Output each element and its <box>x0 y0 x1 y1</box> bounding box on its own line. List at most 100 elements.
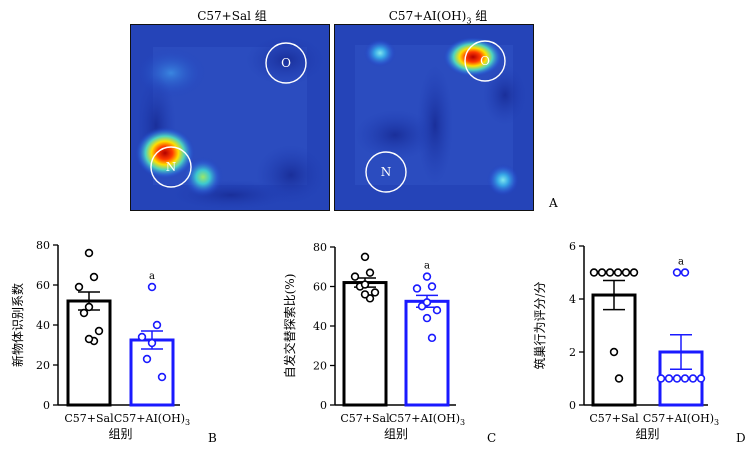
x-tick-label-main-b-1: C57+AI(OH) <box>114 412 185 425</box>
panel-letter-d: D <box>736 431 746 445</box>
y-tick-label-c-4: 80 <box>313 241 327 254</box>
data-point-c-1 <box>427 333 437 343</box>
y-tick-label-b-0: 0 <box>43 399 50 412</box>
data-point-b-0 <box>89 272 99 282</box>
data-point-c-1 <box>427 282 437 291</box>
y-tick-label-d-0: 0 <box>569 399 576 412</box>
x-tick-label-main-b-0: C57+Sal <box>64 412 114 425</box>
y-tick-label-b-3: 60 <box>36 279 50 292</box>
x-axis-label-c: 组别 <box>384 427 408 441</box>
data-point-b-0 <box>84 302 94 312</box>
chart-d: 0 2 4 6 筑巢行为评分/分 C57+Sal C57+AI(OH)3 a 组别 <box>532 240 719 441</box>
y-axis-label-c: 自发交替探索比(%) <box>282 274 297 379</box>
x-tick-label-sub-c-1: 3 <box>460 418 465 427</box>
y-tick-label-d-3: 6 <box>569 240 576 253</box>
heatmap-title-aloh-suffix: 组 <box>471 9 488 23</box>
y-axis-label-d: 筑巢行为评分/分 <box>532 281 547 369</box>
x-tick-label-b-0: C57+Sal <box>64 412 114 425</box>
data-point-d-0 <box>597 268 607 277</box>
heatmap-sal: O N <box>130 24 330 211</box>
data-point-d-1 <box>680 374 690 383</box>
y-tick-label-c-2: 40 <box>313 320 327 333</box>
data-point-d-1 <box>672 268 682 277</box>
significance-mark-c: a <box>424 261 430 272</box>
data-point-b-0 <box>79 308 89 318</box>
data-point-d-1 <box>696 374 706 383</box>
significance-mark-b: a <box>149 271 155 282</box>
data-point-d-0 <box>605 268 615 277</box>
y-tick-label-c-3: 60 <box>313 281 327 294</box>
y-tick-label-b-1: 20 <box>36 359 50 372</box>
data-point-d-0 <box>609 347 619 357</box>
x-tick-label-main-c-1: C57+AI(OH) <box>389 412 460 425</box>
data-point-d-0 <box>621 268 631 277</box>
heatmap-title-sal: C57+Sal 组 <box>197 9 267 23</box>
data-point-c-1 <box>422 313 432 323</box>
chart-b: 0 20 40 60 80 新物体识别系数 C57+Sal C57+AI(OH)3 a 组别 <box>10 239 190 441</box>
x-tick-label-c-1: C57+AI(OH)3 <box>389 412 465 427</box>
chart-c: 0 20 40 60 80 自发交替探索比(%) C57+Sal C57+AI(OH)3 a 组别 <box>282 241 465 441</box>
data-point-c-0 <box>350 272 360 281</box>
data-point-c-0 <box>365 268 375 277</box>
data-point-d-0 <box>629 268 639 277</box>
x-tick-label-sub-d-1: 3 <box>714 418 719 427</box>
y-tick-label-c-0: 0 <box>320 399 327 412</box>
zone-label-n-sal: N <box>166 160 177 174</box>
zone-label-o-sal: O <box>281 56 291 70</box>
data-point-c-0 <box>360 252 370 262</box>
data-point-b-1 <box>142 354 152 364</box>
data-point-c-1 <box>432 305 442 315</box>
x-axis-label-b: 组别 <box>108 427 132 441</box>
data-point-d-1 <box>656 374 666 383</box>
bar-d-0 <box>591 293 637 407</box>
x-tick-label-d-1: C57+AI(OH)3 <box>643 412 719 427</box>
data-point-d-1 <box>664 374 674 383</box>
data-point-c-1 <box>412 284 422 293</box>
panel-letter-b: B <box>208 431 217 445</box>
y-tick-label-c-1: 20 <box>313 360 327 373</box>
bar-b-0 <box>66 299 112 407</box>
data-point-c-1 <box>422 298 432 307</box>
panel-letter-a: A <box>549 196 558 210</box>
data-point-b-0 <box>84 334 94 344</box>
x-tick-label-sub-b-1: 3 <box>185 418 190 427</box>
data-point-c-0 <box>370 288 380 297</box>
x-tick-label-c-0: C57+Sal <box>340 412 390 425</box>
zone-label-n-aloh: N <box>381 165 392 179</box>
data-point-d-0 <box>614 374 624 383</box>
data-point-b-0 <box>94 326 104 336</box>
data-point-d-1 <box>688 374 698 383</box>
zone-label-o-aloh: O <box>480 54 490 68</box>
heatmap-title-aloh-main: C57+AI(OH) <box>388 9 467 23</box>
bar-c-0 <box>342 281 388 407</box>
data-point-b-1 <box>147 282 157 292</box>
data-point-b-1 <box>157 372 167 382</box>
y-tick-label-b-4: 80 <box>36 239 50 252</box>
y-tick-label-b-2: 40 <box>36 319 50 332</box>
x-tick-label-main-c-0: C57+Sal <box>340 412 390 425</box>
data-point-d-0 <box>613 268 623 277</box>
data-point-b-0 <box>84 248 94 258</box>
x-axis-label-d: 组别 <box>635 427 659 441</box>
data-point-d-1 <box>672 374 682 383</box>
data-point-b-1 <box>147 338 157 348</box>
y-tick-label-d-2: 4 <box>569 293 576 306</box>
y-axis-label-b: 新物体识别系数 <box>10 283 25 367</box>
x-tick-label-d-0: C57+Sal <box>589 412 639 425</box>
x-tick-label-main-d-0: C57+Sal <box>589 412 639 425</box>
data-point-c-0 <box>360 280 370 289</box>
heatmap-title-aloh: C57+AI(OH)3 组 <box>368 7 508 25</box>
data-point-d-0 <box>589 268 599 277</box>
x-tick-label-b-1: C57+AI(OH)3 <box>114 412 190 427</box>
significance-mark-d: a <box>678 257 684 268</box>
y-tick-label-d-1: 2 <box>569 346 576 359</box>
heatmap-aloh: O N <box>334 24 534 211</box>
data-point-b-1 <box>137 332 147 342</box>
data-point-c-0 <box>360 290 370 299</box>
heatmap-title-aloh-sub: 3 <box>466 16 472 26</box>
panel-letter-c: C <box>487 431 497 445</box>
data-point-b-0 <box>74 282 84 292</box>
data-point-b-1 <box>152 320 162 330</box>
data-point-d-1 <box>680 268 690 277</box>
x-tick-label-main-d-1: C57+AI(OH) <box>643 412 714 425</box>
